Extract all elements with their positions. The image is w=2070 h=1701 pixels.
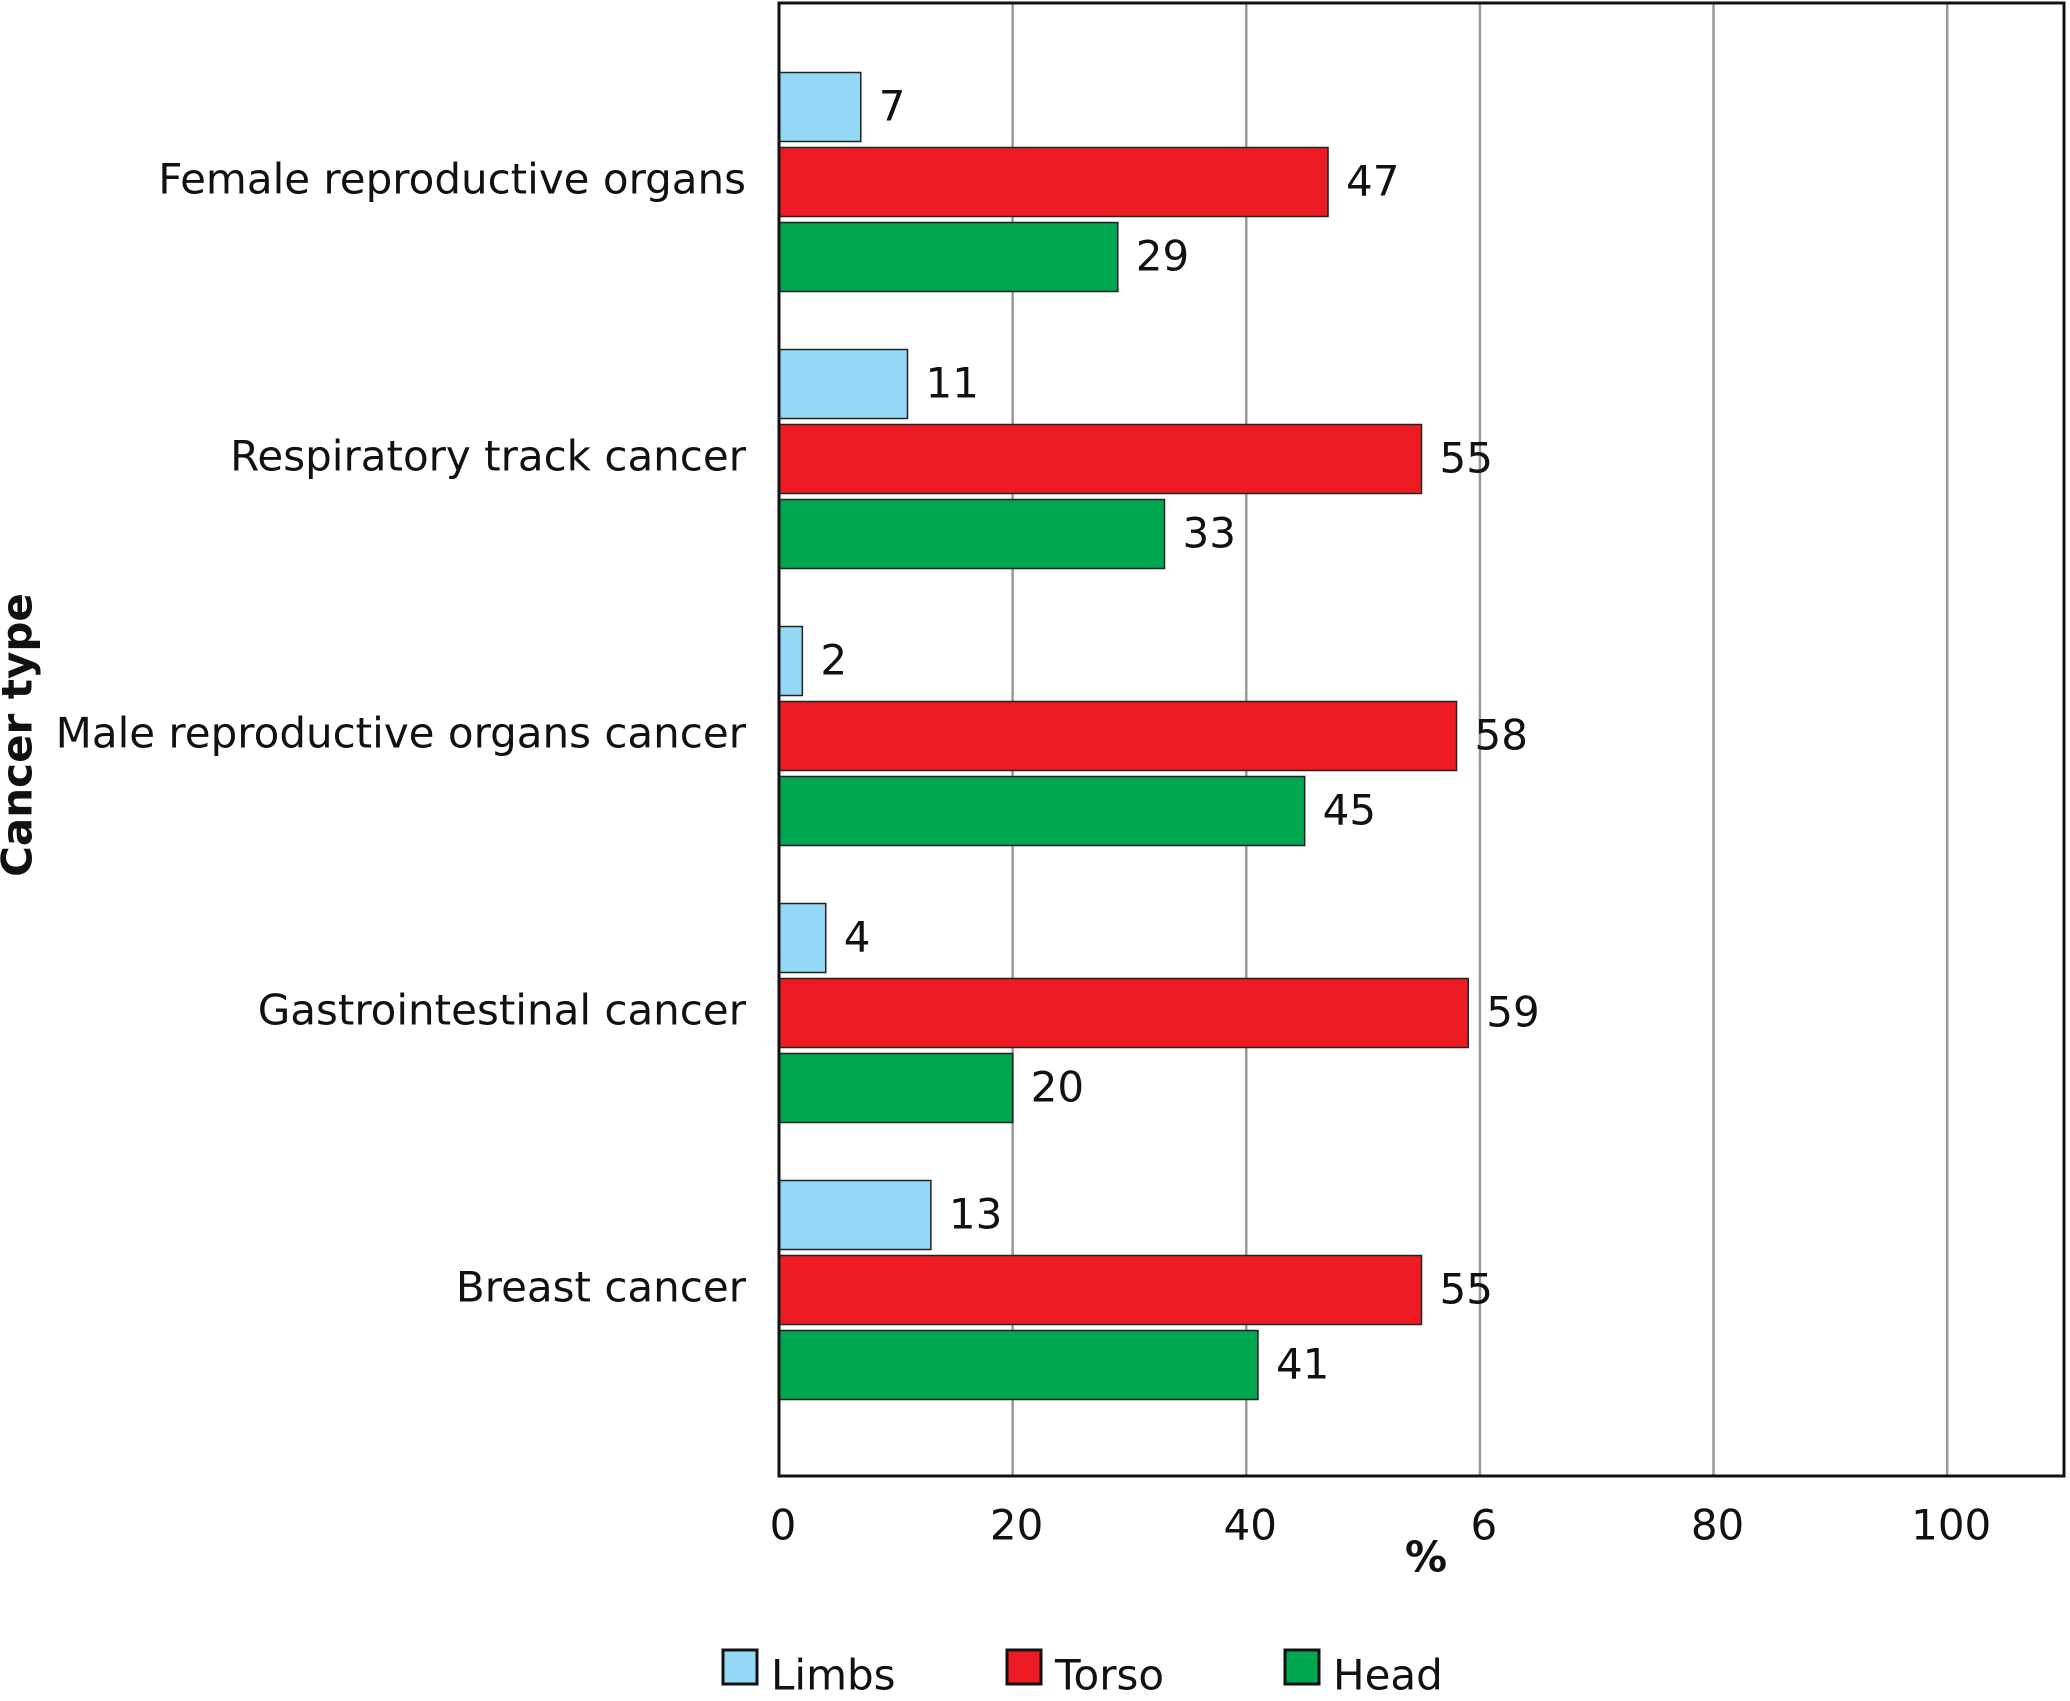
value-label: 29 (1136, 232, 1189, 281)
value-label: 4 (844, 913, 871, 962)
legend-swatch (721, 1648, 759, 1686)
x-tick-label: 100 (1911, 1501, 1991, 1550)
value-label: 2 (820, 636, 847, 685)
value-label: 55 (1440, 1265, 1493, 1314)
legend-label: Limbs (771, 1651, 896, 1700)
bar (778, 498, 1166, 570)
y-tick-label: Respiratory track cancer (230, 432, 747, 481)
value-label: 33 (1183, 509, 1236, 558)
value-label: 20 (1031, 1063, 1084, 1112)
bar (778, 71, 862, 143)
bar (778, 700, 1458, 772)
y-tick-label: Female reproductive organs (158, 155, 746, 204)
value-label: 47 (1346, 157, 1399, 206)
value-label: 45 (1323, 786, 1376, 835)
value-label: 7 (879, 82, 906, 131)
legend-swatch (1005, 1648, 1043, 1686)
bar (778, 1179, 932, 1251)
x-tick-label: 80 (1691, 1501, 1744, 1550)
bar (778, 423, 1423, 495)
value-label: 59 (1486, 988, 1539, 1037)
bar (778, 1254, 1423, 1326)
bar (778, 348, 909, 420)
x-tick-label: 20 (990, 1501, 1043, 1550)
legend-label: Head (1333, 1651, 1443, 1700)
bar (778, 221, 1119, 293)
value-label: 11 (926, 359, 979, 408)
plot-frame (777, 1, 2066, 1478)
bar (778, 1052, 1014, 1124)
value-label: 41 (1276, 1340, 1329, 1389)
legend-swatch (1283, 1648, 1321, 1686)
bar (778, 977, 1469, 1049)
bar (778, 902, 827, 974)
value-label: 58 (1475, 711, 1528, 760)
value-label: 13 (949, 1190, 1002, 1239)
bar (778, 775, 1306, 847)
bar (778, 1329, 1259, 1401)
bar (778, 146, 1329, 218)
legend-label: Torso (1054, 1651, 1164, 1700)
x-tick-label: 6 (1471, 1501, 1498, 1550)
y-axis-title: Cancer type (0, 593, 42, 877)
value-label: 55 (1440, 434, 1493, 483)
x-tick-label: 0 (770, 1501, 797, 1550)
y-tick-label: Breast cancer (456, 1263, 747, 1312)
bar (778, 625, 804, 697)
x-tick-label: 40 (1224, 1501, 1277, 1550)
y-tick-label: Gastrointestinal cancer (258, 986, 747, 1035)
x-axis-title: % (1405, 1533, 1447, 1582)
y-tick-label: Male reproductive organs cancer (56, 709, 747, 758)
